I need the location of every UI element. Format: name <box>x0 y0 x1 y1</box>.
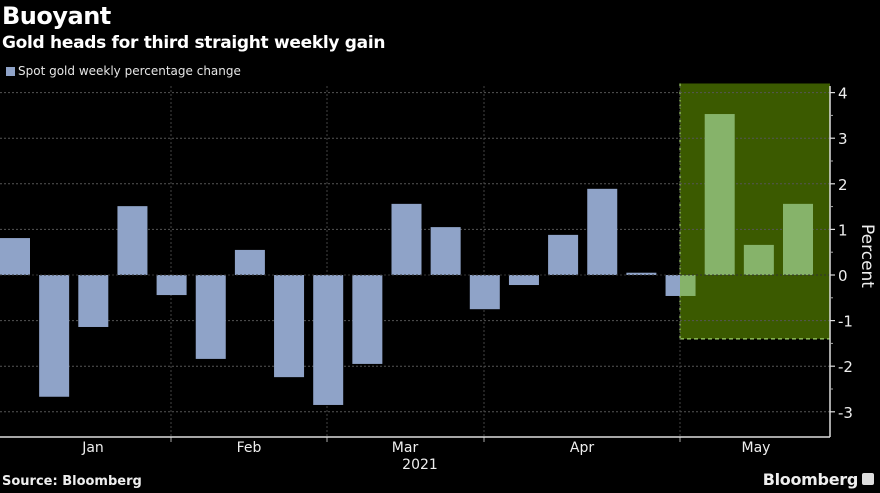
brand-logo: Bloomberg <box>762 470 859 489</box>
x-year-label: 2021 <box>402 457 438 473</box>
bar <box>313 275 344 405</box>
bar <box>783 203 813 275</box>
bar <box>548 234 579 275</box>
bloomberg-icon <box>862 473 874 485</box>
y-axis-label: Percent <box>857 224 877 288</box>
bar <box>156 275 187 296</box>
bar <box>234 249 265 275</box>
source-note: Source: Bloomberg <box>2 474 142 489</box>
legend: Spot gold weekly percentage change <box>6 64 241 78</box>
x-tick-label: Feb <box>237 440 262 456</box>
bar <box>195 275 226 359</box>
bar-highlighted-part <box>680 275 696 296</box>
bar <box>626 272 657 275</box>
x-tick-label: Apr <box>570 440 594 456</box>
bar <box>0 238 30 275</box>
y-tick-label: 0 <box>838 267 848 285</box>
bar <box>352 275 383 364</box>
bar <box>469 275 500 310</box>
y-tick-label: 4 <box>838 85 848 103</box>
legend-swatch <box>6 66 15 76</box>
y-tick-label: -1 <box>838 313 853 331</box>
x-tick-label: Jan <box>81 440 104 456</box>
y-tick-label: -3 <box>838 404 853 422</box>
bar <box>704 114 735 275</box>
y-tick-label: 2 <box>838 176 848 194</box>
bar <box>665 275 680 296</box>
x-tick-label: Mar <box>392 440 419 456</box>
y-tick-label: -2 <box>838 358 853 376</box>
x-tick-label: May <box>742 440 771 456</box>
legend-label: Spot gold weekly percentage change <box>18 64 241 78</box>
bar <box>430 227 461 275</box>
chart-title: Buoyant <box>2 2 111 30</box>
y-tick-label: 1 <box>838 221 848 239</box>
bar <box>587 188 618 275</box>
y-tick-label: 3 <box>838 130 848 148</box>
bar <box>39 275 70 397</box>
chart-subtitle: Gold heads for third straight weekly gai… <box>2 33 386 53</box>
bar <box>508 275 539 286</box>
bar <box>117 206 148 275</box>
bar <box>391 203 422 275</box>
bar <box>78 275 109 327</box>
bar <box>274 275 305 378</box>
bar <box>743 244 774 275</box>
